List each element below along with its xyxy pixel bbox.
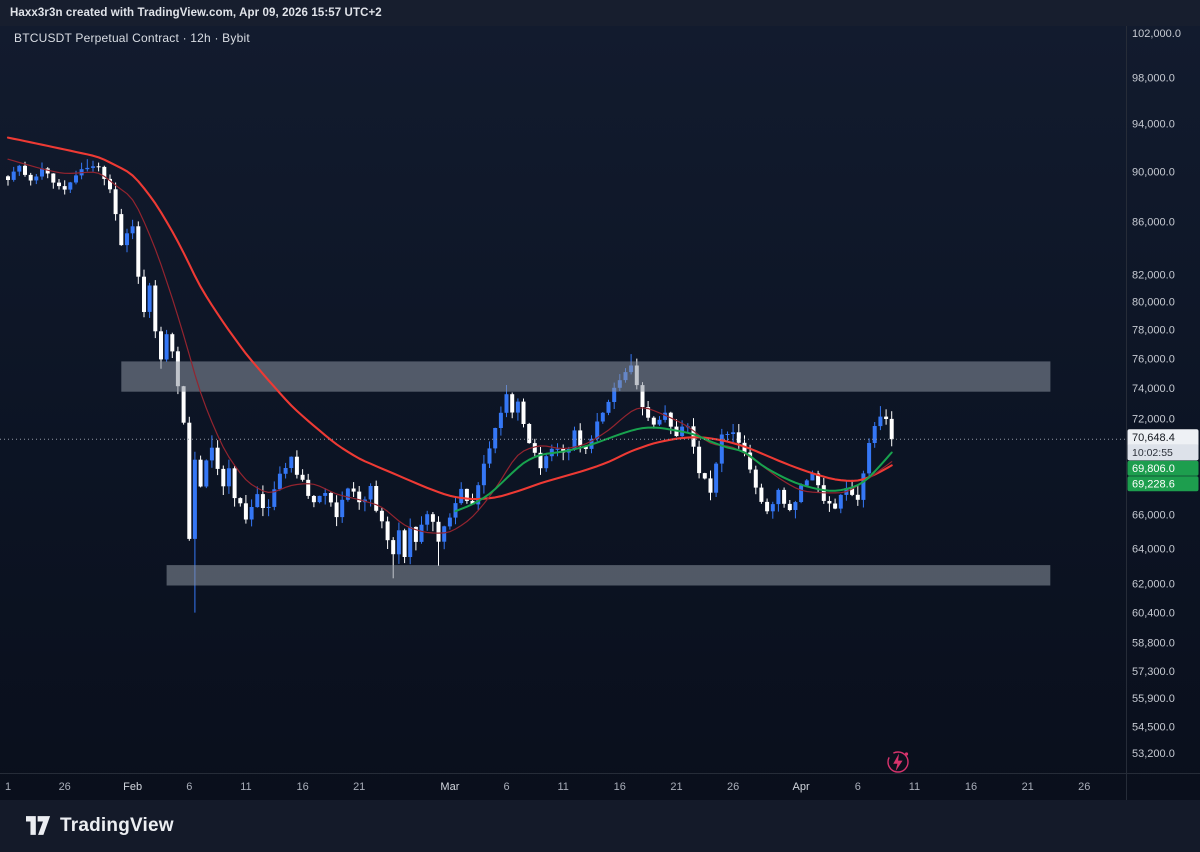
svg-text:94,000.0: 94,000.0 bbox=[1132, 118, 1175, 130]
supply-demand-zones[interactable] bbox=[121, 361, 1051, 586]
svg-text:64,000.0: 64,000.0 bbox=[1132, 544, 1175, 556]
svg-text:98,000.0: 98,000.0 bbox=[1132, 72, 1175, 84]
svg-text:11: 11 bbox=[240, 781, 251, 793]
svg-text:26: 26 bbox=[59, 781, 71, 793]
svg-text:54,500.0: 54,500.0 bbox=[1132, 721, 1175, 733]
svg-text:6: 6 bbox=[503, 781, 509, 793]
svg-text:58,800.0: 58,800.0 bbox=[1132, 637, 1175, 649]
ma-slow-red-line[interactable] bbox=[6, 136, 893, 501]
tradingview-logo-icon[interactable] bbox=[26, 816, 51, 836]
lightning-marker[interactable] bbox=[887, 751, 909, 773]
svg-text:78,000.0: 78,000.0 bbox=[1132, 325, 1175, 337]
svg-text:26: 26 bbox=[727, 781, 739, 793]
svg-text:16: 16 bbox=[614, 781, 626, 793]
svg-text:70,648.4: 70,648.4 bbox=[1132, 432, 1175, 444]
chart-background bbox=[0, 26, 1200, 800]
svg-text:86,000.0: 86,000.0 bbox=[1132, 217, 1175, 229]
price-axis[interactable]: 102,000.0 98,000.0 94,000.0 90,000.0 86,000.… bbox=[1132, 28, 1181, 760]
tradingview-brand-text[interactable]: TradingView bbox=[60, 815, 174, 836]
svg-text:53,200.0: 53,200.0 bbox=[1132, 748, 1175, 760]
price-chart[interactable]: 102,000.0 98,000.0 94,000.0 90,000.0 86,000.… bbox=[0, 26, 1200, 800]
svg-text:6: 6 bbox=[855, 781, 861, 793]
svg-text:11: 11 bbox=[557, 781, 568, 793]
last-price-label: 70,648.4 10:02:55 bbox=[1127, 429, 1199, 461]
svg-text:Apr: Apr bbox=[793, 781, 810, 793]
svg-text:80,000.0: 80,000.0 bbox=[1132, 297, 1175, 309]
svg-text:102,000.0: 102,000.0 bbox=[1132, 28, 1181, 40]
svg-text:26: 26 bbox=[1078, 781, 1090, 793]
svg-text:60,400.0: 60,400.0 bbox=[1132, 608, 1175, 620]
svg-text:62,000.0: 62,000.0 bbox=[1132, 579, 1175, 591]
ma-price-label-0: 69,806.0 bbox=[1127, 460, 1199, 476]
svg-text:Feb: Feb bbox=[123, 781, 142, 793]
svg-text:1: 1 bbox=[5, 781, 11, 793]
attribution-bar: Haxx3r3n created with TradingView.com, A… bbox=[0, 0, 1200, 26]
bar-countdown: 10:02:55 bbox=[1132, 447, 1173, 459]
svg-text:6: 6 bbox=[186, 781, 192, 793]
svg-text:69,228.6: 69,228.6 bbox=[1132, 479, 1175, 491]
lightning-icon bbox=[893, 753, 903, 772]
svg-text:16: 16 bbox=[296, 781, 308, 793]
svg-text:69,806.0: 69,806.0 bbox=[1132, 463, 1175, 475]
svg-text:21: 21 bbox=[1022, 781, 1034, 793]
svg-text:21: 21 bbox=[670, 781, 682, 793]
svg-text:72,000.0: 72,000.0 bbox=[1132, 413, 1175, 425]
svg-text:66,000.0: 66,000.0 bbox=[1132, 510, 1175, 522]
ma-price-label-1: 69,228.6 bbox=[1127, 476, 1199, 492]
svg-text:16: 16 bbox=[965, 781, 977, 793]
svg-text:82,000.0: 82,000.0 bbox=[1132, 269, 1175, 281]
footer-bar: TradingView bbox=[0, 800, 1200, 852]
svg-text:76,000.0: 76,000.0 bbox=[1132, 354, 1175, 366]
svg-text:21: 21 bbox=[353, 781, 365, 793]
svg-text:57,300.0: 57,300.0 bbox=[1132, 666, 1175, 678]
ma-fast-green-line[interactable] bbox=[454, 426, 893, 513]
svg-text:90,000.0: 90,000.0 bbox=[1132, 166, 1175, 178]
symbol-legend[interactable]: BTCUSDT Perpetual Contract · 12h · Bybit bbox=[14, 31, 250, 45]
svg-text:Mar: Mar bbox=[440, 781, 459, 793]
time-axis[interactable]: 1 26 Feb 6 11 16 21 Mar 6 11 16 21 26 Apr 6 11 16 21 26 bbox=[5, 781, 1090, 793]
svg-text:11: 11 bbox=[909, 781, 920, 793]
svg-text:55,900.0: 55,900.0 bbox=[1132, 693, 1175, 705]
svg-text:74,000.0: 74,000.0 bbox=[1132, 383, 1175, 395]
